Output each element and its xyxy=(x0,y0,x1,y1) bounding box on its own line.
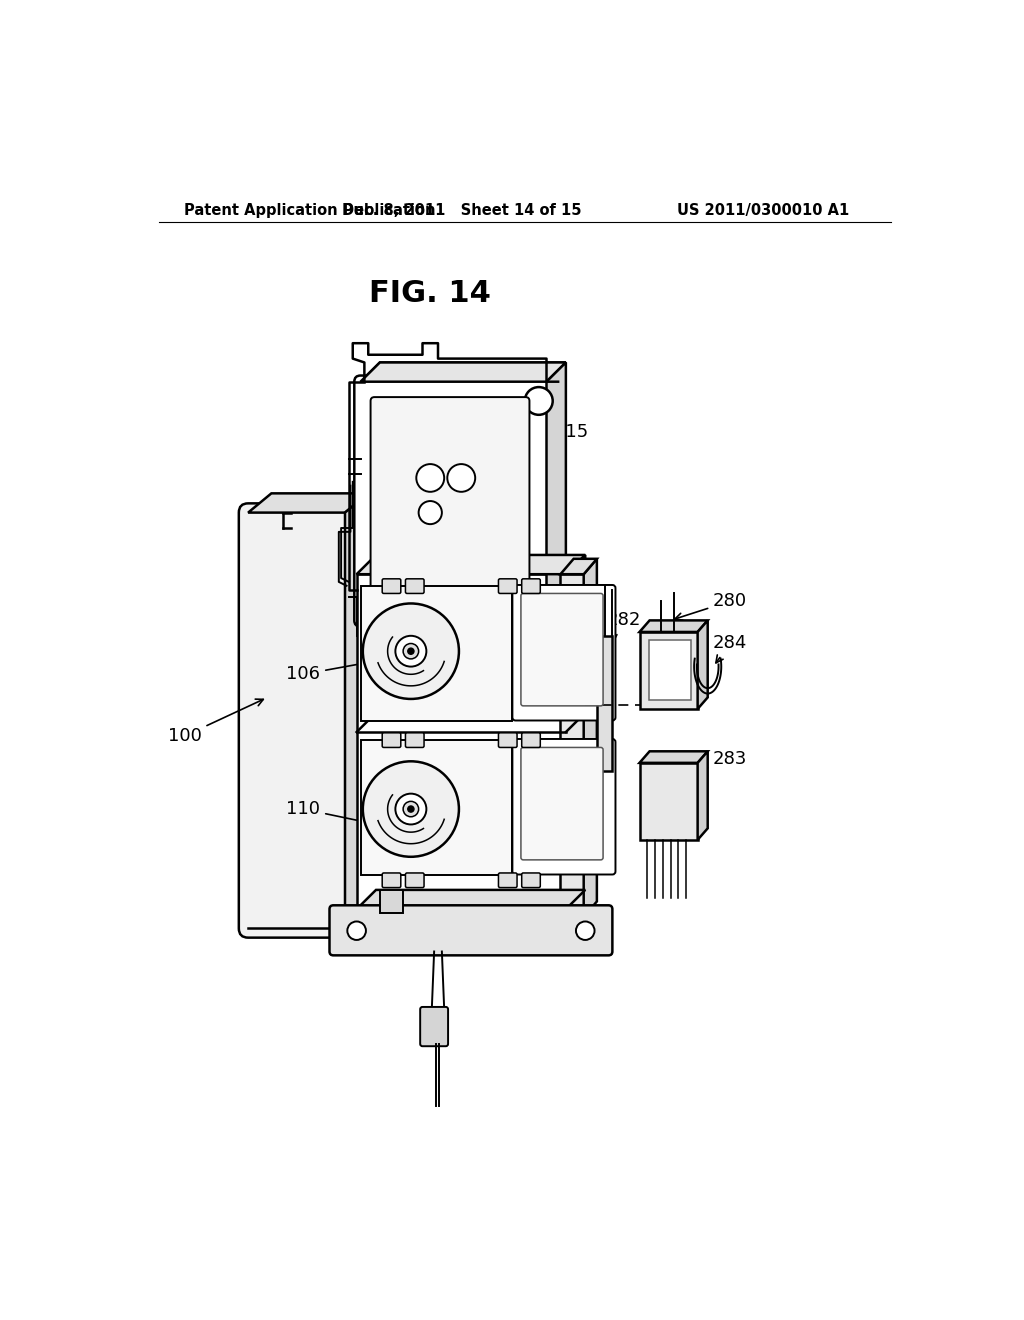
Text: 284: 284 xyxy=(713,635,748,663)
Bar xyxy=(597,636,612,771)
FancyBboxPatch shape xyxy=(499,873,517,887)
Circle shape xyxy=(524,387,553,414)
Bar xyxy=(640,632,697,709)
Circle shape xyxy=(403,801,419,817)
FancyBboxPatch shape xyxy=(521,594,603,706)
Circle shape xyxy=(395,636,426,667)
FancyBboxPatch shape xyxy=(521,578,541,594)
Circle shape xyxy=(417,465,444,492)
Polygon shape xyxy=(248,494,369,512)
Text: Patent Application Publication: Patent Application Publication xyxy=(183,203,435,218)
Text: US 2011/0300010 A1: US 2011/0300010 A1 xyxy=(677,203,850,218)
Polygon shape xyxy=(560,558,597,574)
Polygon shape xyxy=(566,554,586,913)
Polygon shape xyxy=(640,751,708,763)
Circle shape xyxy=(403,644,419,659)
FancyBboxPatch shape xyxy=(499,733,517,747)
Polygon shape xyxy=(697,751,708,840)
Text: 100: 100 xyxy=(168,700,263,744)
FancyBboxPatch shape xyxy=(406,873,424,887)
Circle shape xyxy=(362,762,459,857)
FancyBboxPatch shape xyxy=(406,578,424,594)
Circle shape xyxy=(408,648,414,655)
FancyBboxPatch shape xyxy=(382,873,400,887)
Circle shape xyxy=(347,921,366,940)
Polygon shape xyxy=(584,558,597,917)
FancyBboxPatch shape xyxy=(521,747,603,859)
Bar xyxy=(560,574,584,917)
FancyBboxPatch shape xyxy=(330,906,612,956)
FancyBboxPatch shape xyxy=(512,739,615,874)
Text: 110: 110 xyxy=(286,800,391,829)
Polygon shape xyxy=(640,620,708,632)
Polygon shape xyxy=(697,620,708,709)
Circle shape xyxy=(395,793,426,825)
Text: 283: 283 xyxy=(675,750,748,781)
FancyBboxPatch shape xyxy=(371,397,529,594)
Circle shape xyxy=(575,921,595,940)
Text: Dec. 8, 2011   Sheet 14 of 15: Dec. 8, 2011 Sheet 14 of 15 xyxy=(341,203,581,218)
Text: 280: 280 xyxy=(675,593,748,620)
FancyBboxPatch shape xyxy=(420,1007,449,1047)
Circle shape xyxy=(408,807,414,812)
Circle shape xyxy=(447,465,475,492)
Polygon shape xyxy=(356,554,586,574)
FancyBboxPatch shape xyxy=(406,733,424,747)
Bar xyxy=(360,586,512,721)
Bar xyxy=(380,890,403,913)
Text: 115: 115 xyxy=(477,422,589,466)
Bar xyxy=(649,640,691,700)
FancyBboxPatch shape xyxy=(512,585,615,721)
FancyBboxPatch shape xyxy=(239,503,354,937)
Text: FIG. 14: FIG. 14 xyxy=(370,279,492,308)
FancyBboxPatch shape xyxy=(521,873,541,887)
FancyBboxPatch shape xyxy=(382,578,400,594)
Circle shape xyxy=(419,502,442,524)
FancyBboxPatch shape xyxy=(382,733,400,747)
Text: 106: 106 xyxy=(286,657,383,684)
Polygon shape xyxy=(345,494,369,928)
Polygon shape xyxy=(360,363,566,381)
FancyBboxPatch shape xyxy=(499,578,517,594)
Text: 282: 282 xyxy=(603,611,641,663)
Bar xyxy=(640,763,697,840)
Polygon shape xyxy=(356,890,586,909)
Polygon shape xyxy=(360,363,566,381)
FancyBboxPatch shape xyxy=(354,376,553,627)
Circle shape xyxy=(362,603,459,700)
Bar xyxy=(360,739,512,874)
Bar xyxy=(356,574,566,913)
Polygon shape xyxy=(547,363,566,620)
FancyBboxPatch shape xyxy=(521,733,541,747)
